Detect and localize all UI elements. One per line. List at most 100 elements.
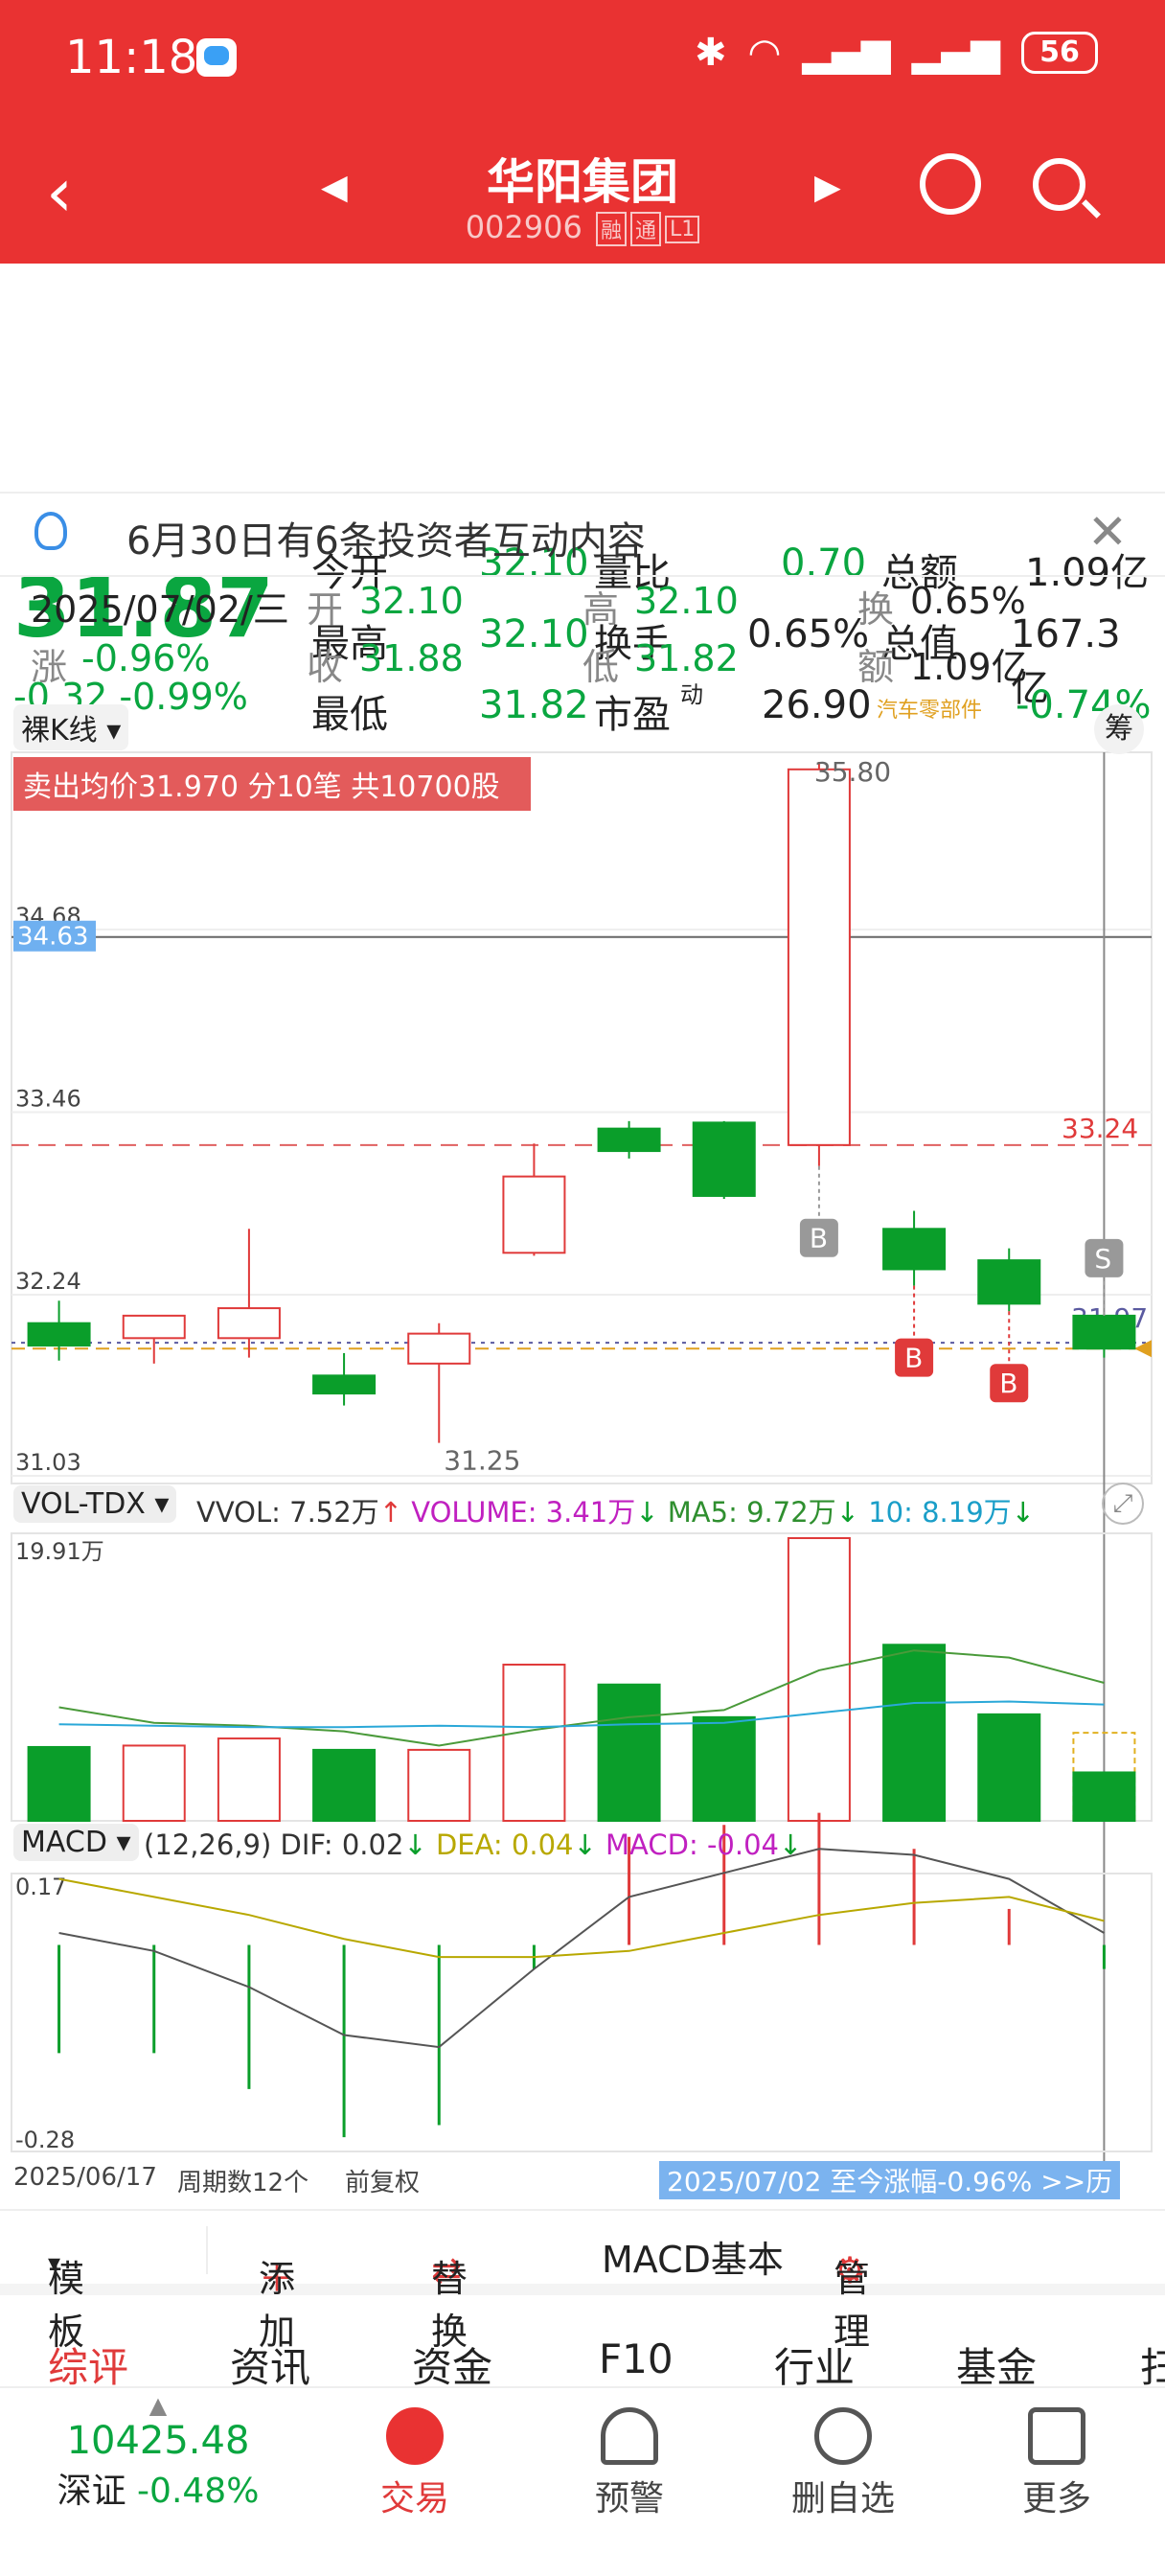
notice-text[interactable]: 6月30日有6条投资者互动内容 (126, 519, 646, 564)
nav-trade[interactable]: 交易 (343, 2388, 487, 2520)
notice-bar[interactable]: 6月30日有6条投资者互动内容 ✕ (0, 498, 1165, 577)
vol-selector-label: VOL-TDX (21, 1487, 146, 1521)
price-panel-frame (11, 751, 1153, 1484)
macd-axis-top: 0.17 (15, 1874, 66, 1900)
candle-body (692, 1121, 756, 1197)
macd-basic-button[interactable]: MACD基本 (602, 2239, 784, 2281)
nav-alert[interactable]: 预警 (558, 2388, 701, 2520)
tab-fund[interactable]: 基金 (956, 2344, 1038, 2391)
nav-remove-watch[interactable]: 删自选 (771, 2388, 915, 2520)
tab-summary[interactable]: 综评 (48, 2344, 129, 2391)
period-count: 周期数12个 (177, 2169, 309, 2197)
back-icon[interactable]: ‹ (46, 153, 73, 232)
quote-value: 26.90 (762, 683, 872, 727)
nav-remove-label: 删自选 (790, 2479, 895, 2518)
last-price-arrow (1134, 1340, 1152, 1358)
info-label: 高 (582, 588, 620, 631)
prev-stock-icon[interactable]: ◀ (321, 168, 348, 207)
dea-value: DEA: 0.04 (435, 1828, 574, 1861)
volume-value: VOLUME: 3.41万 (411, 1496, 636, 1529)
vvol-value: VVOL: 7.52万 (196, 1496, 379, 1529)
index-name: 深证 (57, 2472, 126, 2511)
robot-assistant-icon[interactable] (920, 153, 981, 215)
index-change: -0.48% (137, 2472, 260, 2511)
volume-bar (882, 1644, 947, 1823)
next-stock-icon[interactable]: ▶ (814, 168, 841, 207)
quote-label: 总值 (881, 622, 958, 666)
min-price-label: 31.25 (444, 1445, 520, 1477)
trade-marker-label: B (810, 1223, 828, 1254)
trade-marker-label: B (904, 1343, 923, 1374)
info-label: 开 (307, 588, 344, 631)
signal-icon: ▂▄▆ (802, 31, 891, 75)
vol-selector[interactable]: VOL-TDX ▾ (13, 1485, 177, 1523)
chart-svg[interactable]: 34.6833.4632.2431.0334.6333.2431.9735.80… (0, 695, 1165, 2209)
volume-bar (1072, 1771, 1136, 1822)
signal-icon-2: ▂▄▆ (911, 31, 1000, 75)
info-label: 收 (307, 646, 344, 688)
volume-bar (27, 1745, 91, 1822)
quote-value: 0.65% (747, 612, 870, 656)
quote-label: 市盈 (594, 693, 671, 737)
candle-body (1072, 1314, 1136, 1350)
reference-price-label: 33.24 (1062, 1113, 1138, 1144)
quote-panel: 31.87 -0.32 -0.99% 今开 32.10 量比 0.70 总额 1… (0, 264, 1165, 737)
price-axis-label: 33.46 (15, 1085, 81, 1112)
vol-legend: VVOL: 7.52万↑ VOLUME: 3.41万↓ MA5: 9.72万↓ … (196, 1496, 1035, 1529)
up-arrow-icon: ▲ (148, 2392, 168, 2419)
index-ticker[interactable]: ▲ 10425.48 深证 -0.48% (43, 2388, 273, 2513)
tab-funds[interactable]: 资金 (412, 2344, 493, 2391)
quote-label: 量比 (594, 551, 671, 595)
quote-value: 1.09亿 (1025, 551, 1150, 595)
macd-legend: (12,26,9) DIF: 0.02↓ DEA: 0.04↓ MACD: -0… (144, 1828, 803, 1861)
macd-selector[interactable]: MACD ▾ (13, 1824, 139, 1861)
section-tabs: 综评 资讯 资金 F10 行业 基金 扫 (0, 2305, 1165, 2391)
divider (206, 2226, 208, 2274)
quote-value: 0.70 (781, 541, 867, 586)
wifi-icon: ◠ (747, 31, 782, 75)
grid-icon (1028, 2407, 1085, 2465)
axis-start-date: 2025/06/17 (13, 2163, 157, 2192)
candle-body (407, 1332, 471, 1365)
tab-f10[interactable]: F10 (599, 2335, 674, 2382)
quote-value: 167.3亿 (1011, 612, 1121, 710)
candle-body (312, 1374, 377, 1395)
info-value: 31.82 (634, 637, 739, 679)
indicator-toolbar: 模板 ▾ ＋添加 ⇄ 替换 MACD基本 ⚙ 管理 (0, 2209, 1165, 2353)
industry-label[interactable]: 汽车零部件 (877, 699, 983, 723)
kline-type-selector[interactable]: 裸K线 ▾ (13, 704, 129, 750)
tab-news[interactable]: 资讯 (230, 2344, 311, 2391)
lightbulb-icon (34, 512, 67, 550)
nav-more[interactable]: 更多 (985, 2388, 1129, 2520)
trade-marker-box (799, 1218, 838, 1257)
macd-dea-line (58, 1877, 1105, 1959)
margin-tag: 融 (596, 212, 628, 246)
candle-body (217, 1307, 281, 1340)
tab-industry[interactable]: 行业 (774, 2344, 856, 2391)
chart-area[interactable]: 34.6833.4632.2431.0334.6333.2431.9735.80… (0, 695, 1165, 2209)
tab-more[interactable]: 扫 (1140, 2344, 1165, 2391)
adjust-mode[interactable]: 前复权 (345, 2169, 421, 2197)
macd-dif-line (58, 1848, 1105, 2049)
expand-icon[interactable]: ⤢ (1102, 1483, 1144, 1525)
close-icon[interactable]: ✕ (1087, 504, 1128, 560)
bell-icon (601, 2407, 658, 2465)
search-icon[interactable] (1033, 158, 1085, 211)
connect-tag: 通 (630, 212, 662, 246)
info-value: 0.65% (910, 580, 1026, 622)
range-gain-text: 2025/07/02 至今涨幅-0.96% (667, 2166, 1033, 2197)
range-gain[interactable]: 2025/07/02 至今涨幅-0.96% >>历 (659, 2161, 1121, 2199)
info-label: 低 (582, 646, 620, 688)
macd-axis-bottom: -0.28 (15, 2127, 75, 2153)
chips-button[interactable]: 筹 (1094, 704, 1144, 754)
swap-icon: ⇄ (431, 2249, 462, 2291)
info-value: 32.10 (634, 580, 739, 622)
quote-label: 最低 (311, 693, 388, 737)
history-link[interactable]: >>历 (1040, 2166, 1113, 2197)
nav-alert-label: 预警 (594, 2479, 664, 2518)
volume-bar (502, 1664, 566, 1823)
quote-label: 最高 (311, 622, 388, 666)
template-label: 模板 (48, 2258, 85, 2353)
info-value: 32.10 (359, 580, 464, 622)
